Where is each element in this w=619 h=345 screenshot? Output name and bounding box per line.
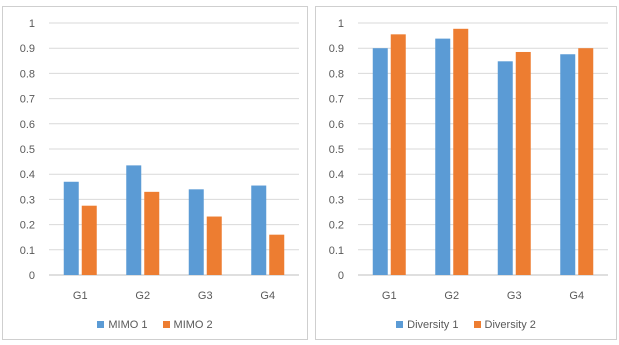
x-tick-label: G4 xyxy=(260,290,275,302)
y-tick-label: 0.6 xyxy=(20,119,35,131)
bar-mimo-2-g1 xyxy=(81,205,97,275)
y-tick-label: 0.9 xyxy=(20,43,35,55)
legend-label-diversity-2: Diversity 2 xyxy=(484,318,536,331)
y-tick-label: 0.7 xyxy=(20,94,35,106)
legend-label-mimo-2: MIMO 2 xyxy=(173,318,213,331)
legend-swatch-diversity-2 xyxy=(473,321,481,328)
diversity-chart-panel: 0 0.1 0.2 0.3 0.4 0.5 0.6 0.7 0.8 0.9 1 G1 G2 G3 G4 Di… xyxy=(315,6,617,340)
y-tick-label: 0.5 xyxy=(20,144,35,156)
bar-diversity-2-g4 xyxy=(578,48,594,276)
diversity-legend: Diversity 1 Diversity 2 xyxy=(316,319,616,332)
x-tick-label: G1 xyxy=(73,290,88,302)
y-tick-label: 1 xyxy=(338,18,344,30)
y-tick-label: 1 xyxy=(29,18,35,30)
bar-mimo-1-g2 xyxy=(126,165,142,275)
mimo-chart-panel: 0 0.1 0.2 0.3 0.4 0.5 0.6 0.7 0.8 0.9 1 G1 G2 G3 G4 MI… xyxy=(2,6,308,340)
bar-mimo-2-g2 xyxy=(144,191,160,275)
x-tick-label: G2 xyxy=(444,290,459,302)
y-tick-label: 0.1 xyxy=(20,245,35,257)
mimo-bar-chart: 0 0.1 0.2 0.3 0.4 0.5 0.6 0.7 0.8 0.9 1 G1 G2 G3 G4 xyxy=(20,18,299,302)
y-tick-label: 0 xyxy=(338,270,344,282)
bar-diversity-2-g3 xyxy=(515,51,531,276)
bar-mimo-2-g4 xyxy=(269,234,285,275)
x-tick-label: G4 xyxy=(569,290,584,302)
bar-mimo-1-g1 xyxy=(63,181,79,275)
y-tick-label: 0 xyxy=(29,270,35,282)
bar-mimo-1-g4 xyxy=(251,185,267,275)
y-tick-label: 0.8 xyxy=(329,68,344,80)
y-tick-label: 0.4 xyxy=(20,169,35,181)
legend-label-diversity-1: Diversity 1 xyxy=(407,318,459,331)
legend-swatch-mimo-1 xyxy=(97,321,105,328)
y-tick-label: 0.5 xyxy=(329,144,344,156)
legend-swatch-diversity-1 xyxy=(396,321,404,328)
legend-label-mimo-1: MIMO 1 xyxy=(108,318,148,331)
legend-item-diversity-1: Diversity 1 xyxy=(396,319,458,331)
y-tick-label: 0.1 xyxy=(329,245,344,257)
y-tick-label: 0.9 xyxy=(329,43,344,55)
bar-mimo-2-g3 xyxy=(206,216,222,275)
bar-diversity-1-g1 xyxy=(372,48,388,276)
bar-diversity-1-g4 xyxy=(560,54,576,275)
diversity-bar-chart: 0 0.1 0.2 0.3 0.4 0.5 0.6 0.7 0.8 0.9 1 G1 G2 G3 G4 xyxy=(329,18,608,302)
legend-swatch-mimo-2 xyxy=(162,321,170,328)
y-tick-label: 0.6 xyxy=(329,119,344,131)
y-tick-label: 0.2 xyxy=(20,220,35,232)
y-tick-label: 0.8 xyxy=(20,68,35,80)
y-tick-label: 0.7 xyxy=(329,94,344,106)
legend-item-diversity-2: Diversity 2 xyxy=(473,318,536,331)
bar-diversity-2-g2 xyxy=(453,28,469,275)
x-tick-label: G2 xyxy=(135,290,150,302)
bar-diversity-1-g3 xyxy=(497,61,513,275)
x-tick-label: G1 xyxy=(382,290,397,302)
y-tick-label: 0.2 xyxy=(329,220,344,232)
y-tick-label: 0.4 xyxy=(329,169,344,181)
mimo-legend: MIMO 1 MIMO 2 xyxy=(3,319,307,332)
bar-diversity-1-g2 xyxy=(435,38,451,276)
y-tick-label: 0.3 xyxy=(329,194,344,206)
bar-diversity-2-g1 xyxy=(390,34,406,276)
x-tick-label: G3 xyxy=(507,290,522,302)
y-tick-label: 0.3 xyxy=(20,194,35,206)
bar-mimo-1-g3 xyxy=(188,189,204,275)
legend-item-mimo-1: MIMO 1 xyxy=(97,319,147,331)
legend-item-mimo-2: MIMO 2 xyxy=(162,318,213,331)
x-tick-label: G3 xyxy=(198,290,213,302)
